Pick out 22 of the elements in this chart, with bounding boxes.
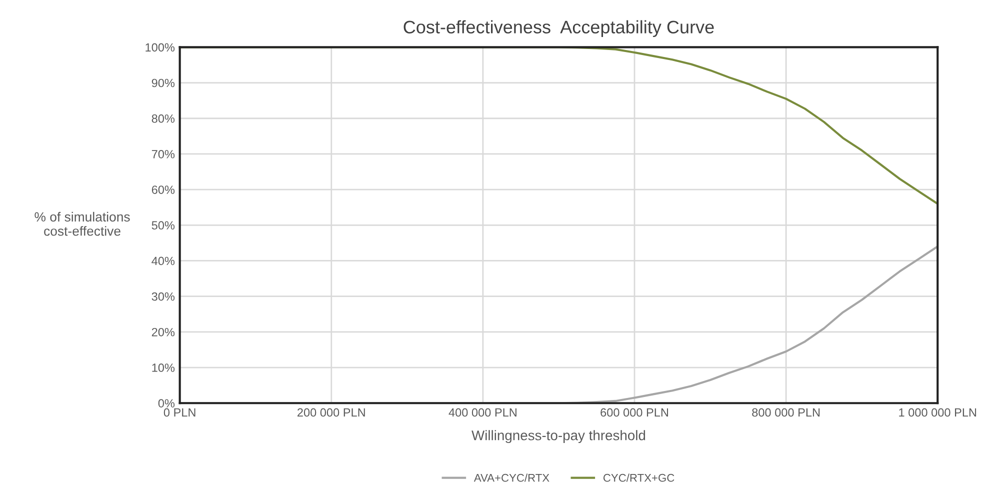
y-tick-label: 70%: [152, 150, 175, 158]
chart-title: Cost-effectiveness Acceptability Curve: [404, 20, 714, 38]
y-axis-title: % of simulations cost-effective: [34, 212, 130, 236]
y-tick-label: 50%: [152, 221, 175, 230]
y-tick-label: 20%: [152, 328, 175, 336]
x-tick-label: 400 000 PLN: [448, 408, 516, 417]
legend-label: AVA+CYC/RTX: [474, 474, 550, 482]
y-tick-label: 0%: [158, 399, 175, 408]
y-tick-label: 80%: [152, 114, 175, 123]
y-tick-label: 40%: [152, 256, 175, 266]
y-tick-label: 100%: [146, 43, 175, 52]
x-tick-label: 200 000 PLN: [298, 408, 365, 417]
x-tick-label: 1 000 000 PLN: [899, 408, 976, 417]
x-tick-label: 600 000 PLN: [600, 408, 668, 417]
y-tick-label: 90%: [152, 78, 175, 88]
x-tick-label: 800 000 PLN: [752, 408, 820, 417]
y-tick-label: 60%: [152, 186, 175, 194]
x-axis-title: Willingness-to-pay threshold: [472, 430, 646, 444]
y-tick-label: 30%: [152, 292, 175, 301]
x-tick-label: 0 PLN: [164, 408, 196, 417]
legend-label: CYC/RTX+GC: [603, 474, 674, 482]
y-tick-label: 10%: [152, 364, 175, 372]
